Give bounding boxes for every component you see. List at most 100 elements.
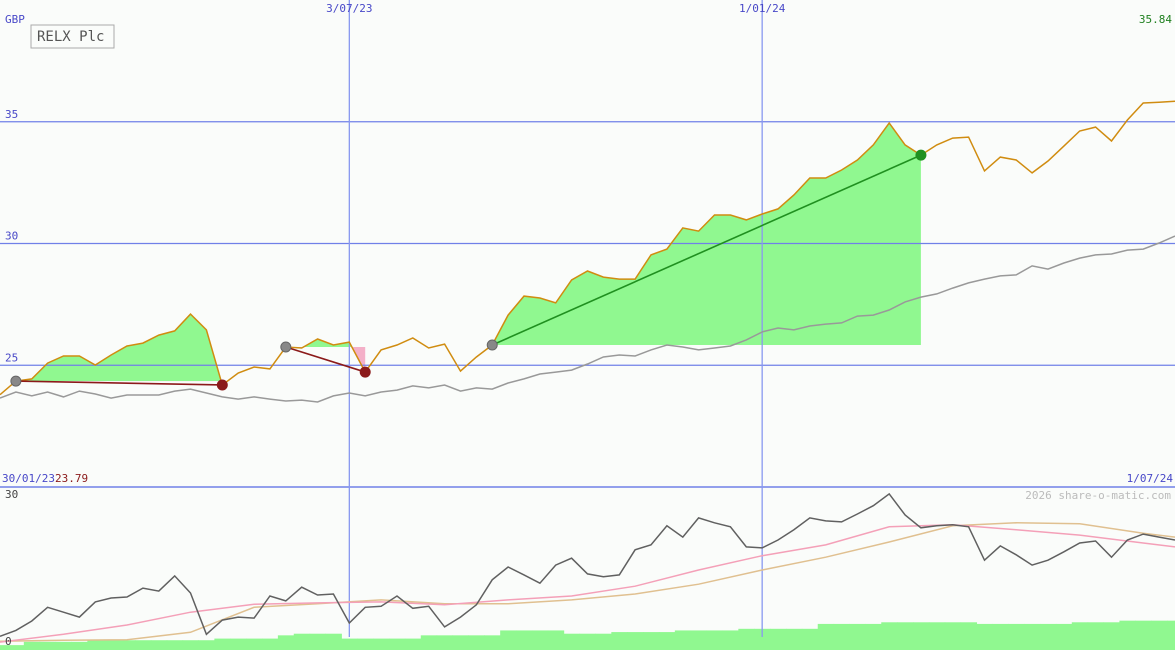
volume-bar xyxy=(944,622,962,650)
volume-bar xyxy=(134,640,152,650)
x-tick-label: 1/07/24 xyxy=(1127,472,1174,485)
entry-marker xyxy=(486,339,498,351)
trade-line xyxy=(491,154,922,346)
volume-bar xyxy=(500,630,517,650)
volume-bar xyxy=(960,622,978,650)
x-tick-label: 30/01/23 xyxy=(2,472,55,485)
x-tick-label: 1/01/24 xyxy=(739,2,786,15)
y-tick-label: 25 xyxy=(5,351,18,364)
volume-bar xyxy=(595,633,612,650)
chart-title: RELX Plc xyxy=(37,29,104,45)
volume-bar xyxy=(1008,623,1025,650)
volume-bar xyxy=(881,622,898,650)
volume-bar xyxy=(928,622,946,650)
volume-bar xyxy=(373,638,390,650)
y-tick-label: 35 xyxy=(5,108,18,121)
volume-bar xyxy=(341,638,358,650)
volume-bar xyxy=(1055,623,1073,650)
volume-bar xyxy=(801,628,819,650)
volume-bar xyxy=(389,638,406,650)
volume-bar xyxy=(531,630,549,650)
volume-bar xyxy=(643,632,660,650)
volume-bar xyxy=(468,635,485,650)
volume-bar xyxy=(1024,623,1041,650)
volume-bar xyxy=(738,628,755,650)
markers xyxy=(10,149,927,391)
volume-bar xyxy=(214,638,231,650)
line xyxy=(0,235,1175,403)
volume-bar xyxy=(563,633,581,650)
volume-bar xyxy=(754,628,771,650)
exit-marker xyxy=(216,379,228,391)
line xyxy=(0,492,1175,638)
watermark: 2026 share-o-matic.com xyxy=(1025,489,1171,502)
lines xyxy=(0,100,1175,643)
volume-bar xyxy=(452,635,469,650)
volume-bar xyxy=(484,635,501,650)
volume-bar xyxy=(436,635,454,650)
trade-line xyxy=(15,380,223,386)
volume-bar xyxy=(420,635,438,650)
volume-bar xyxy=(706,630,723,650)
y-tick-label: 30 xyxy=(5,230,18,243)
volume-bar xyxy=(785,628,803,650)
volume-bar xyxy=(7,645,25,650)
line xyxy=(0,524,1175,643)
volume-bar xyxy=(674,630,692,650)
exit-marker xyxy=(915,149,927,161)
volume-bar xyxy=(309,633,327,650)
volume-bar xyxy=(770,628,787,650)
loss-area xyxy=(285,346,366,373)
volume-bar xyxy=(198,640,215,650)
volume-bar xyxy=(0,645,9,650)
volume-bar xyxy=(357,638,374,650)
volume-bar xyxy=(39,641,57,650)
volume-bar xyxy=(182,640,199,650)
volume-bar xyxy=(976,623,993,650)
volume-bar xyxy=(1103,622,1120,650)
exit-marker xyxy=(359,366,371,378)
volume-bar xyxy=(1087,622,1105,650)
volume-bar xyxy=(71,641,88,650)
volume-bar xyxy=(230,638,247,650)
volume-bar xyxy=(817,623,835,650)
volume-bar xyxy=(579,633,596,650)
first-price-label: 23.79 xyxy=(55,472,88,485)
entry-marker xyxy=(10,375,22,387)
volume-bar xyxy=(865,623,882,650)
volume-bar xyxy=(404,638,422,650)
volume-bar xyxy=(913,622,930,650)
y-tick-label: 30 xyxy=(5,488,18,501)
volume-bar xyxy=(293,633,311,650)
volume-bar xyxy=(658,632,676,650)
volume-bar xyxy=(55,641,72,650)
volume-bar xyxy=(166,640,184,650)
y-tick-label: 0 xyxy=(5,635,12,648)
trade-line xyxy=(285,346,366,373)
volume-bar xyxy=(23,641,41,650)
volume-bar xyxy=(547,630,565,650)
y-axis-label: GBP xyxy=(5,13,25,26)
volume-bar xyxy=(119,640,136,650)
title-box xyxy=(30,24,115,49)
volume-bar xyxy=(722,630,739,650)
volume-bar xyxy=(627,632,644,650)
volume-bar xyxy=(897,622,914,650)
volume-bar xyxy=(611,632,628,650)
volume-bar xyxy=(325,633,342,650)
volume-bar xyxy=(246,638,263,650)
volume-bar xyxy=(516,630,533,650)
volume-bar xyxy=(261,638,279,650)
line xyxy=(0,522,1175,642)
volume-bar xyxy=(849,623,866,650)
volume-bar xyxy=(277,635,295,650)
line xyxy=(0,100,1175,396)
volume-bar xyxy=(690,630,708,650)
volume-bar xyxy=(1071,622,1089,650)
x-tick-label: 3/07/23 xyxy=(326,2,372,15)
volume-bar xyxy=(87,640,104,650)
